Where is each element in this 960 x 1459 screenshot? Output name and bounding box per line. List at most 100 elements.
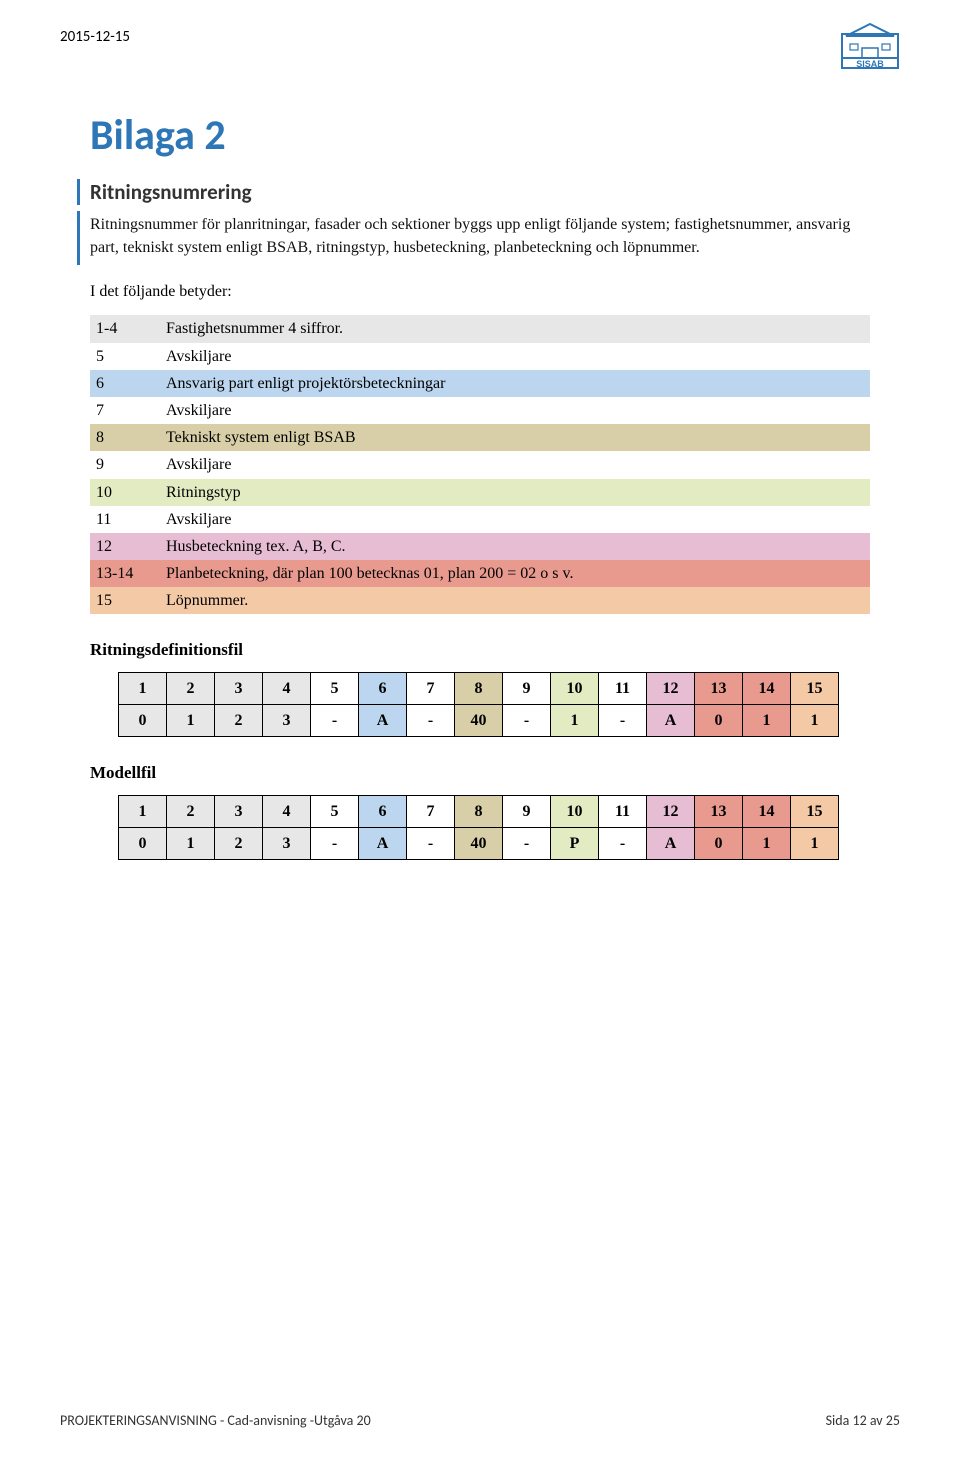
- legend-desc: Avskiljare: [160, 506, 870, 533]
- grid-data-cell: 0: [695, 705, 743, 737]
- sisab-logo: SISAB: [840, 22, 900, 70]
- legend-row: 9Avskiljare: [90, 451, 870, 478]
- grid-header-cell: 1: [119, 796, 167, 828]
- lead-paragraph: I det följande betyder:: [90, 283, 870, 301]
- legend-pos: 9: [90, 451, 160, 478]
- legend-desc: Planbeteckning, där plan 100 betecknas 0…: [160, 560, 870, 587]
- legend-row: 11Avskiljare: [90, 506, 870, 533]
- grid-data-cell: -: [599, 828, 647, 860]
- legend-desc: Fastighetsnummer 4 siffror.: [160, 315, 870, 342]
- legend-pos: 15: [90, 587, 160, 614]
- grid-data-cell: A: [359, 705, 407, 737]
- grid-header-cell: 10: [551, 796, 599, 828]
- legend-row: 7Avskiljare: [90, 397, 870, 424]
- grid-data-cell: 1: [791, 705, 839, 737]
- legend-desc: Ritningstyp: [160, 479, 870, 506]
- grid-data-cell: -: [311, 705, 359, 737]
- grid-data-cell: 0: [695, 828, 743, 860]
- legend-pos: 8: [90, 424, 160, 451]
- grid-header-cell: 12: [647, 673, 695, 705]
- grid-header-cell: 13: [695, 673, 743, 705]
- grid-data-cell: 3: [263, 828, 311, 860]
- legend-row: 1-4Fastighetsnummer 4 siffror.: [90, 315, 870, 342]
- legend-pos: 7: [90, 397, 160, 424]
- legend-pos: 11: [90, 506, 160, 533]
- grid-header-cell: 2: [167, 673, 215, 705]
- grid-data-cell: -: [407, 705, 455, 737]
- grid-data-cell: A: [647, 828, 695, 860]
- grid-data-cell: P: [551, 828, 599, 860]
- legend-desc: Tekniskt system enligt BSAB: [160, 424, 870, 451]
- grid-data-cell: 3: [263, 705, 311, 737]
- grid-header-cell: 12: [647, 796, 695, 828]
- grid-header-cell: 15: [791, 673, 839, 705]
- legend-row: 10Ritningstyp: [90, 479, 870, 506]
- legend-row: 13-14Planbeteckning, där plan 100 beteck…: [90, 560, 870, 587]
- grid-data-cell: -: [503, 828, 551, 860]
- grid-header-cell: 1: [119, 673, 167, 705]
- grid-header-cell: 8: [455, 673, 503, 705]
- ritningsdef-heading: Ritningsdefinitionsfil: [90, 640, 870, 660]
- grid-data-cell: 2: [215, 828, 263, 860]
- legend-pos: 5: [90, 343, 160, 370]
- legend-desc: Ansvarig part enligt projektörsbetecknin…: [160, 370, 870, 397]
- grid-data-cell: 1: [791, 828, 839, 860]
- grid-data-cell: A: [359, 828, 407, 860]
- grid-header-cell: 6: [359, 673, 407, 705]
- legend-desc: Löpnummer.: [160, 587, 870, 614]
- grid-header-cell: 6: [359, 796, 407, 828]
- grid-data-cell: -: [599, 705, 647, 737]
- grid-header-cell: 14: [743, 673, 791, 705]
- grid-data-cell: 1: [167, 828, 215, 860]
- grid-header-cell: 3: [215, 673, 263, 705]
- legend-row: 12Husbeteckning tex. A, B, C.: [90, 533, 870, 560]
- modellfil-grid: 1234567891011121314150123-A-40-P-A011: [90, 795, 870, 860]
- page-footer: PROJEKTERINGSANVISNING - Cad-anvisning -…: [60, 1412, 900, 1429]
- legend-desc: Avskiljare: [160, 397, 870, 424]
- grid-data-cell: 1: [743, 828, 791, 860]
- grid-header-cell: 8: [455, 796, 503, 828]
- grid-data-cell: 40: [455, 828, 503, 860]
- footer-left: PROJEKTERINGSANVISNING - Cad-anvisning -…: [60, 1412, 371, 1429]
- grid-data-cell: 1: [167, 705, 215, 737]
- section-subtitle: Ritningsnumrering: [77, 179, 870, 205]
- grid-data-cell: 1: [743, 705, 791, 737]
- legend-row: 6Ansvarig part enligt projektörsbeteckni…: [90, 370, 870, 397]
- grid-data-cell: 0: [119, 705, 167, 737]
- legend-desc: Avskiljare: [160, 451, 870, 478]
- grid-header-cell: 10: [551, 673, 599, 705]
- grid-header-cell: 13: [695, 796, 743, 828]
- grid-header-cell: 3: [215, 796, 263, 828]
- modellfil-heading: Modellfil: [90, 763, 870, 783]
- legend-desc: Avskiljare: [160, 343, 870, 370]
- grid-data-cell: -: [503, 705, 551, 737]
- grid-data-cell: A: [647, 705, 695, 737]
- grid-data-cell: -: [407, 828, 455, 860]
- grid-header-cell: 11: [599, 673, 647, 705]
- header-date: 2015-12-15: [60, 28, 130, 46]
- grid-header-cell: 4: [263, 796, 311, 828]
- legend-row: 15Löpnummer.: [90, 587, 870, 614]
- grid-data-cell: 0: [119, 828, 167, 860]
- legend-pos: 12: [90, 533, 160, 560]
- legend-desc: Husbeteckning tex. A, B, C.: [160, 533, 870, 560]
- intro-paragraph: Ritningsnummer för planritningar, fasade…: [77, 211, 870, 265]
- ritningsdef-grid: 1234567891011121314150123-A-40-1-A011: [90, 672, 870, 737]
- grid-header-cell: 4: [263, 673, 311, 705]
- grid-header-cell: 11: [599, 796, 647, 828]
- grid-header-cell: 9: [503, 796, 551, 828]
- legend-row: 5Avskiljare: [90, 343, 870, 370]
- legend-row: 8Tekniskt system enligt BSAB: [90, 424, 870, 451]
- page-title: Bilaga 2: [90, 110, 870, 161]
- legend-table: 1-4Fastighetsnummer 4 siffror.5Avskiljar…: [90, 315, 870, 614]
- grid-header-cell: 5: [311, 796, 359, 828]
- grid-header-cell: 2: [167, 796, 215, 828]
- grid-data-cell: 40: [455, 705, 503, 737]
- page-content: Bilaga 2 Ritningsnumrering Ritningsnumme…: [90, 110, 870, 886]
- grid-header-cell: 15: [791, 796, 839, 828]
- legend-pos: 13-14: [90, 560, 160, 587]
- grid-header-cell: 7: [407, 673, 455, 705]
- legend-pos: 10: [90, 479, 160, 506]
- footer-right: Sida 12 av 25: [826, 1412, 900, 1429]
- grid-data-cell: 2: [215, 705, 263, 737]
